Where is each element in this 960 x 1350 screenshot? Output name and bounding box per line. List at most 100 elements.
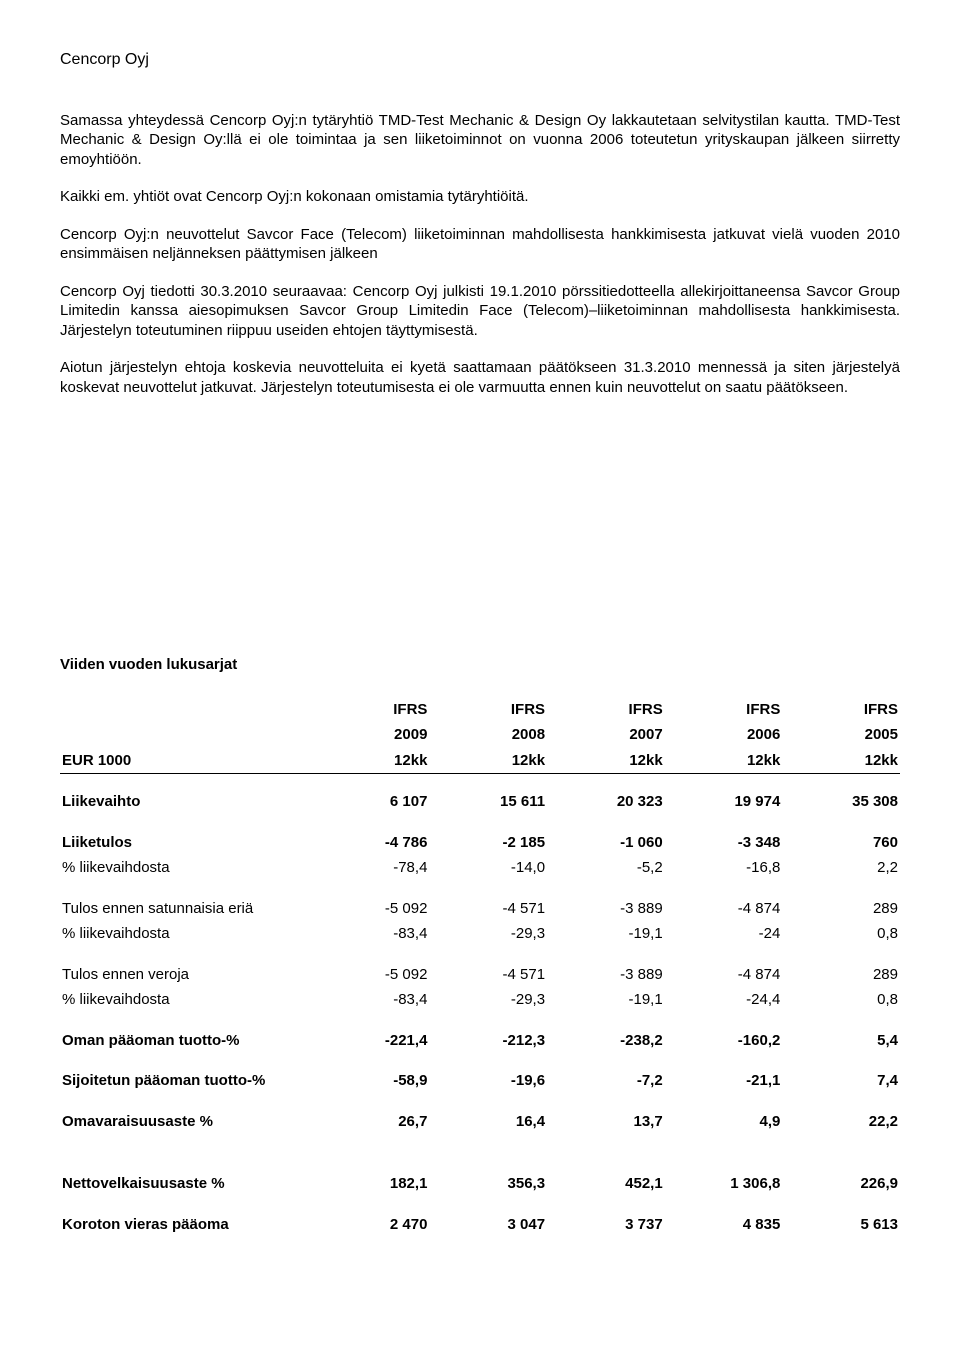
table-title: Viiden vuoden lukusarjat — [60, 655, 900, 675]
cell: 4 835 — [665, 1197, 783, 1238]
cell: -58,9 — [312, 1053, 430, 1094]
cell: 226,9 — [782, 1134, 900, 1197]
cell: -83,4 — [312, 987, 430, 1013]
row-label: Sijoitetun pääoman tuotto-% — [60, 1053, 312, 1094]
col-header: 2006 — [665, 722, 783, 748]
table-header-row: 2009 2008 2007 2006 2005 — [60, 722, 900, 748]
paragraph: Kaikki em. yhtiöt ovat Cencorp Oyj:n kok… — [60, 187, 900, 207]
row-label: Nettovelkaisuusaste % — [60, 1134, 312, 1197]
cell: 15 611 — [429, 774, 547, 815]
cell: -19,1 — [547, 987, 665, 1013]
table-row: Tulos ennen veroja-5 092-4 571-3 889-4 8… — [60, 947, 900, 988]
col-header: 2008 — [429, 722, 547, 748]
cell: -29,3 — [429, 921, 547, 947]
row-header-label: EUR 1000 — [60, 748, 312, 774]
col-header: IFRS — [429, 697, 547, 723]
cell: -2 185 — [429, 815, 547, 856]
row-label: Koroton vieras pääoma — [60, 1197, 312, 1238]
cell: 356,3 — [429, 1134, 547, 1197]
cell: 2 470 — [312, 1197, 430, 1238]
cell: 2,2 — [782, 855, 900, 881]
table-header-row: EUR 1000 12kk 12kk 12kk 12kk 12kk — [60, 748, 900, 774]
cell: 1 306,8 — [665, 1134, 783, 1197]
table-row: Liikevaihto6 10715 61120 32319 97435 308 — [60, 774, 900, 815]
cell: -14,0 — [429, 855, 547, 881]
paragraph: Samassa yhteydessä Cencorp Oyj:n tytäryh… — [60, 111, 900, 170]
cell: -24 — [665, 921, 783, 947]
col-header: 2007 — [547, 722, 665, 748]
col-header: 2005 — [782, 722, 900, 748]
col-header: IFRS — [665, 697, 783, 723]
row-label: % liikevaihdosta — [60, 921, 312, 947]
cell: 3 047 — [429, 1197, 547, 1238]
cell: 289 — [782, 947, 900, 988]
cell: -5 092 — [312, 947, 430, 988]
cell: -160,2 — [665, 1013, 783, 1054]
cell: 35 308 — [782, 774, 900, 815]
cell: 182,1 — [312, 1134, 430, 1197]
cell: 3 737 — [547, 1197, 665, 1238]
row-label: Tulos ennen satunnaisia eriä — [60, 881, 312, 922]
paragraph: Cencorp Oyj tiedotti 30.3.2010 seuraavaa… — [60, 282, 900, 341]
cell: -4 571 — [429, 881, 547, 922]
cell: -4 874 — [665, 881, 783, 922]
table-header-row: IFRS IFRS IFRS IFRS IFRS — [60, 697, 900, 723]
cell: 6 107 — [312, 774, 430, 815]
row-label: Omavaraisuusaste % — [60, 1094, 312, 1135]
cell: -4 874 — [665, 947, 783, 988]
cell: -83,4 — [312, 921, 430, 947]
cell: 7,4 — [782, 1053, 900, 1094]
table-row: Sijoitetun pääoman tuotto-%-58,9-19,6-7,… — [60, 1053, 900, 1094]
cell: -3 889 — [547, 881, 665, 922]
cell: 0,8 — [782, 987, 900, 1013]
cell: -19,1 — [547, 921, 665, 947]
row-label: Tulos ennen veroja — [60, 947, 312, 988]
table-row: Koroton vieras pääoma2 4703 0473 7374 83… — [60, 1197, 900, 1238]
table-row: % liikevaihdosta-83,4-29,3-19,1-24,40,8 — [60, 987, 900, 1013]
cell: 13,7 — [547, 1094, 665, 1135]
cell: 22,2 — [782, 1094, 900, 1135]
financial-table: IFRS IFRS IFRS IFRS IFRS 2009 2008 2007 … — [60, 697, 900, 1238]
table-row: % liikevaihdosta-83,4-29,3-19,1-240,8 — [60, 921, 900, 947]
cell: -238,2 — [547, 1013, 665, 1054]
cell: -19,6 — [429, 1053, 547, 1094]
cell: -4 786 — [312, 815, 430, 856]
cell: 26,7 — [312, 1094, 430, 1135]
paragraph: Cencorp Oyj:n neuvottelut Savcor Face (T… — [60, 225, 900, 264]
row-label: Oman pääoman tuotto-% — [60, 1013, 312, 1054]
cell: -1 060 — [547, 815, 665, 856]
table-row: Omavaraisuusaste %26,716,413,74,922,2 — [60, 1094, 900, 1135]
cell: 760 — [782, 815, 900, 856]
cell: -221,4 — [312, 1013, 430, 1054]
cell: -21,1 — [665, 1053, 783, 1094]
cell: -78,4 — [312, 855, 430, 881]
cell: -5,2 — [547, 855, 665, 881]
table-row: Oman pääoman tuotto-%-221,4-212,3-238,2-… — [60, 1013, 900, 1054]
cell: -212,3 — [429, 1013, 547, 1054]
col-header: 12kk — [312, 748, 430, 774]
table-row: Tulos ennen satunnaisia eriä-5 092-4 571… — [60, 881, 900, 922]
cell: 452,1 — [547, 1134, 665, 1197]
cell: -4 571 — [429, 947, 547, 988]
table-row: % liikevaihdosta-78,4-14,0-5,2-16,82,2 — [60, 855, 900, 881]
row-label: Liikevaihto — [60, 774, 312, 815]
cell: 289 — [782, 881, 900, 922]
page-header: Cencorp Oyj — [60, 50, 900, 71]
paragraph: Aiotun järjestelyn ehtoja koskevia neuvo… — [60, 358, 900, 397]
col-header: 2009 — [312, 722, 430, 748]
cell: 4,9 — [665, 1094, 783, 1135]
cell: -3 348 — [665, 815, 783, 856]
table-row: Nettovelkaisuusaste %182,1356,3452,11 30… — [60, 1134, 900, 1197]
cell: -3 889 — [547, 947, 665, 988]
cell: 5 613 — [782, 1197, 900, 1238]
cell: 20 323 — [547, 774, 665, 815]
cell: -24,4 — [665, 987, 783, 1013]
col-header: 12kk — [665, 748, 783, 774]
row-label: Liiketulos — [60, 815, 312, 856]
col-header: IFRS — [782, 697, 900, 723]
col-header: 12kk — [547, 748, 665, 774]
cell: -29,3 — [429, 987, 547, 1013]
cell: -16,8 — [665, 855, 783, 881]
col-header: IFRS — [547, 697, 665, 723]
col-header: IFRS — [312, 697, 430, 723]
